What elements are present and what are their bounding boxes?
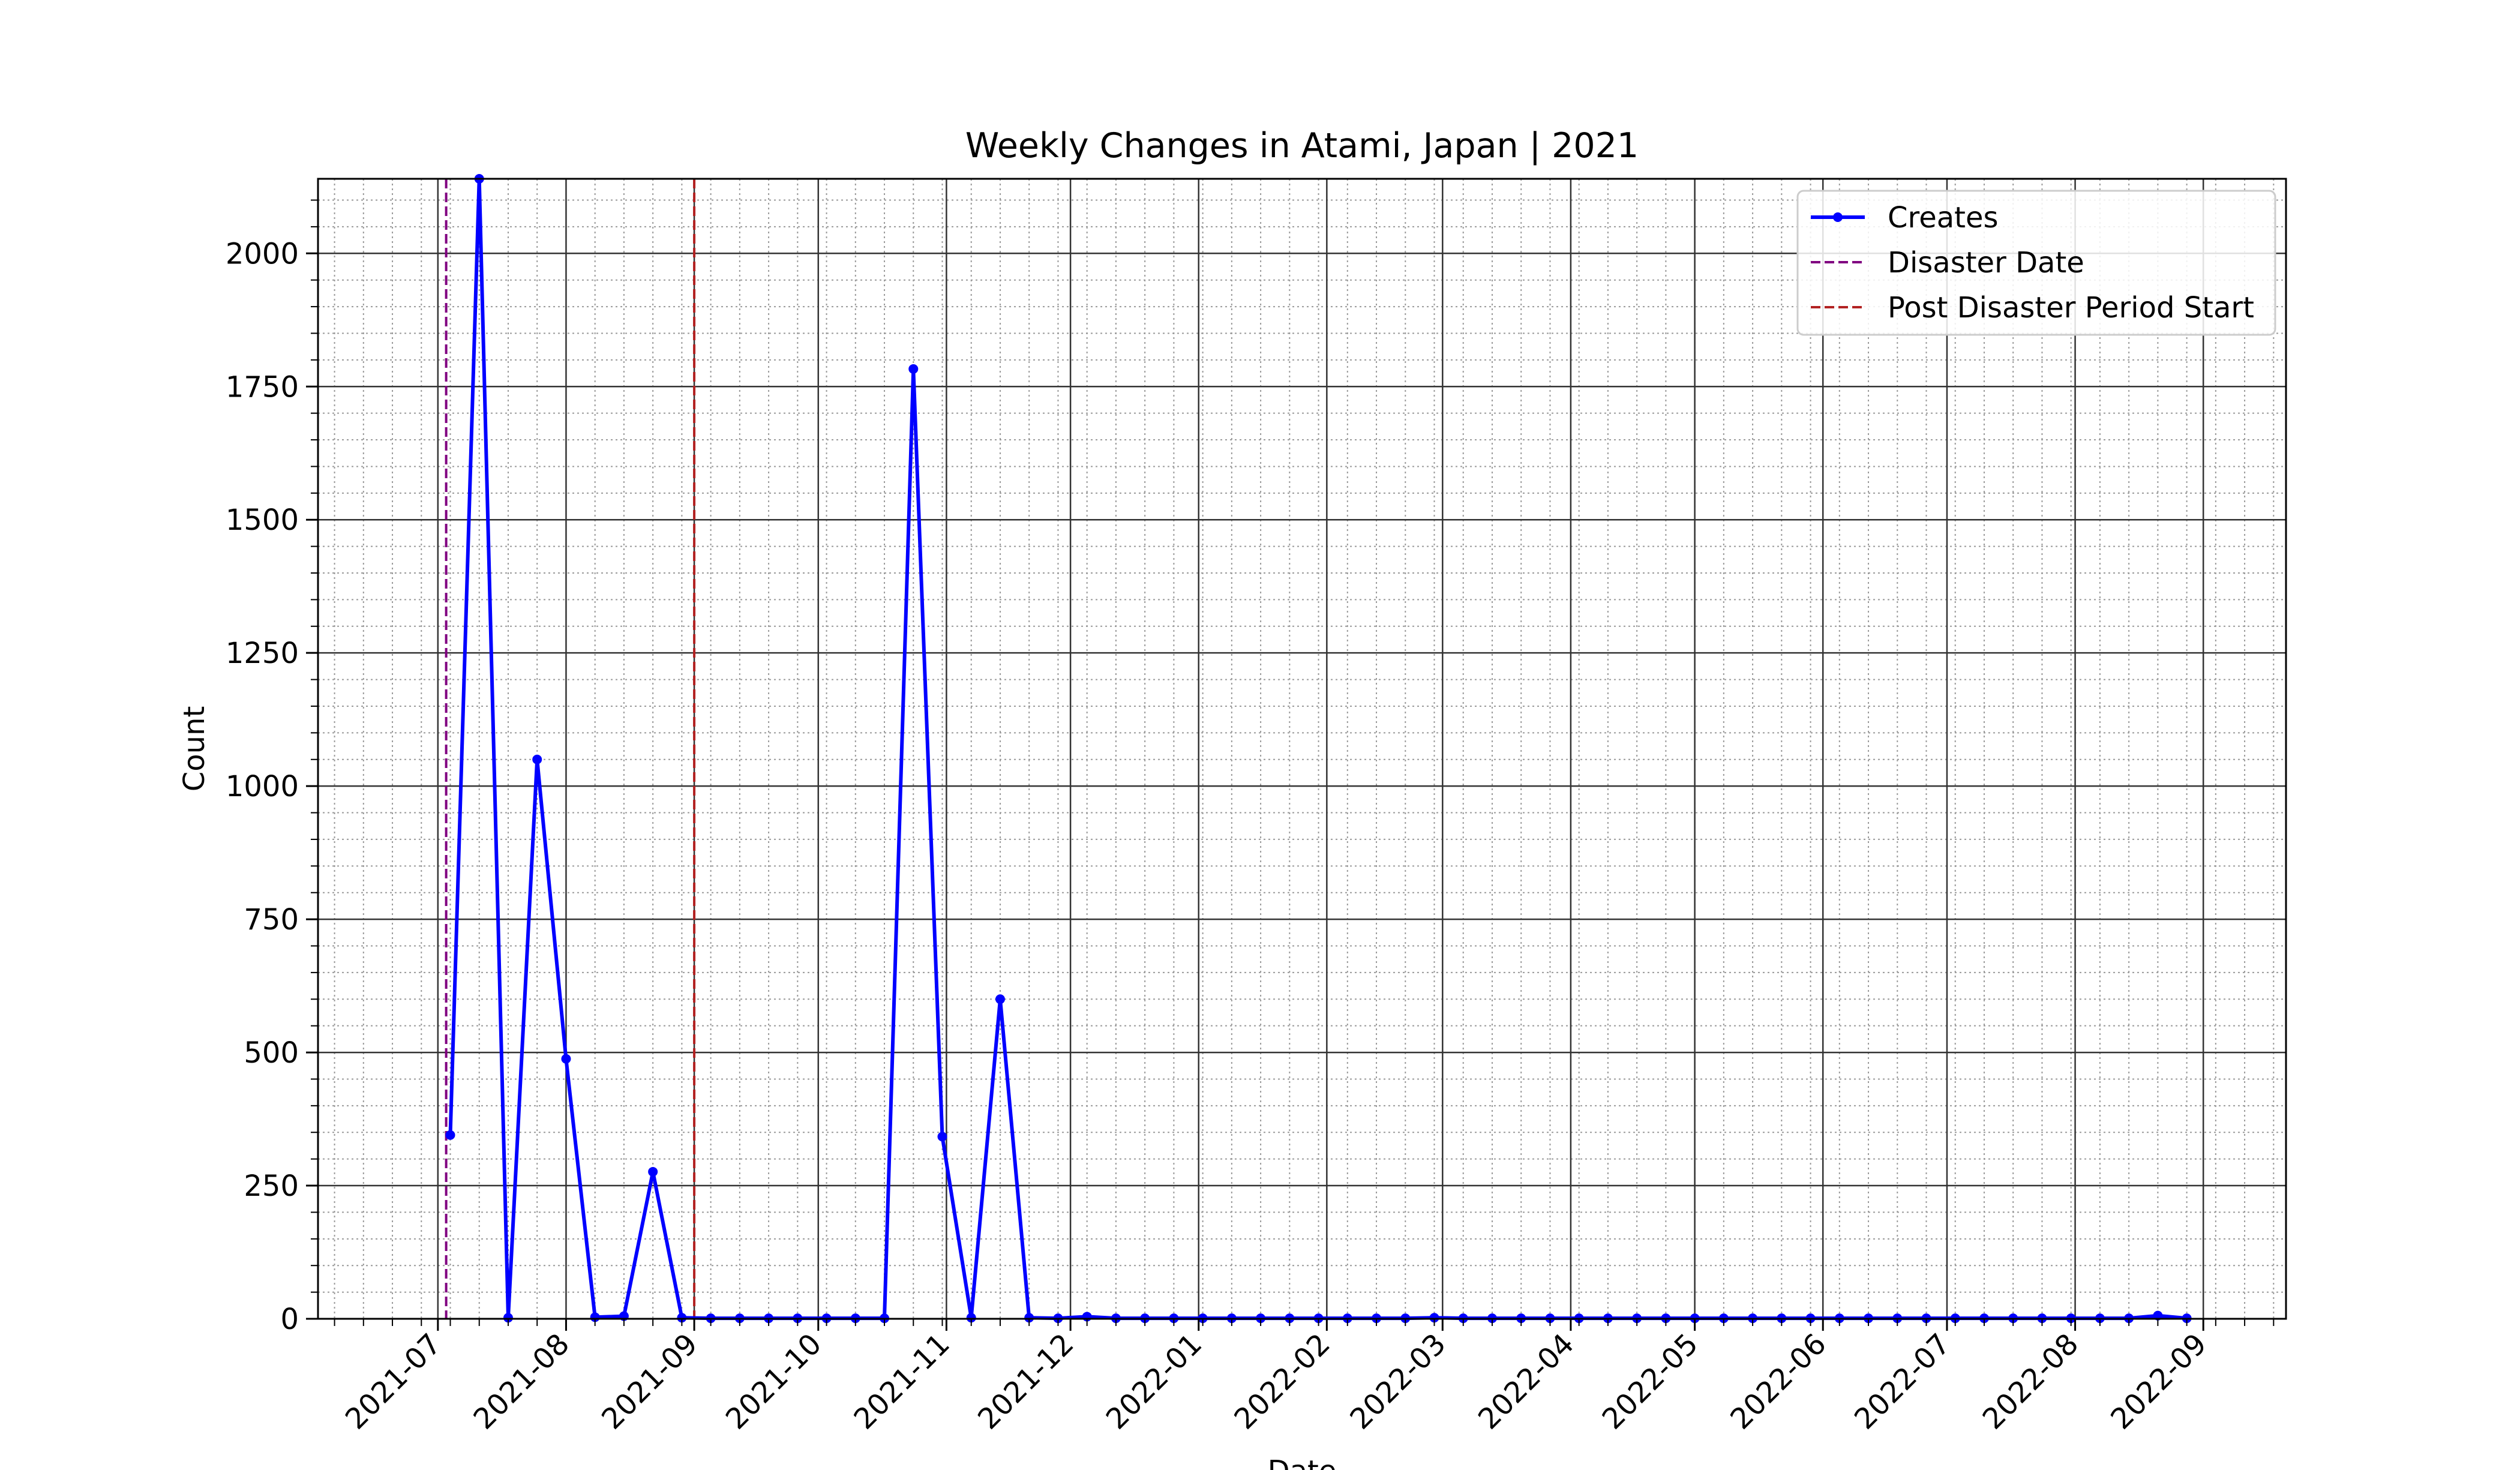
x-tick-label: 2022-01 xyxy=(1100,1327,1208,1436)
plot-frame xyxy=(317,178,2287,1320)
major-gridlines xyxy=(318,179,2286,1320)
legend-label: Disaster Date xyxy=(1888,246,2084,280)
data-point xyxy=(966,1313,976,1323)
legend-marker xyxy=(1833,212,1843,222)
x-tick-label: 2021-11 xyxy=(847,1327,956,1436)
y-tick-label: 2000 xyxy=(226,237,299,271)
minor-gridlines xyxy=(318,179,2286,1319)
legend-label: Creates xyxy=(1888,201,1999,235)
reference-lines xyxy=(445,179,696,1319)
x-tick-label: 2022-02 xyxy=(1228,1327,1336,1436)
y-tick-label: 250 xyxy=(244,1169,299,1203)
x-tick-label: 2022-04 xyxy=(1472,1327,1580,1436)
data-point xyxy=(561,1054,571,1064)
x-tick-label: 2021-12 xyxy=(971,1327,1080,1436)
data-point xyxy=(937,1132,947,1142)
x-tick-label: 2022-06 xyxy=(1724,1327,1832,1436)
data-point xyxy=(908,364,919,374)
data-point xyxy=(445,1130,455,1140)
series-layer xyxy=(445,174,2192,1324)
x-tick-label: 2021-10 xyxy=(719,1327,828,1436)
y-tick-label: 1750 xyxy=(226,370,299,404)
x-tick-label: 2021-07 xyxy=(339,1327,448,1436)
legend: Creates Disaster Date Post Disaster Period… xyxy=(1796,190,2276,336)
data-point xyxy=(995,994,1005,1004)
y-tick-label: 1000 xyxy=(226,770,299,803)
x-tick-label: 2022-08 xyxy=(1976,1327,2085,1436)
y-axis-label: Count xyxy=(178,706,211,792)
x-tick-label: 2022-05 xyxy=(1596,1327,1705,1436)
x-tick-label: 2022-09 xyxy=(2104,1327,2213,1436)
x-axis-label: Date xyxy=(1268,1454,1337,1470)
y-tick-label: 0 xyxy=(280,1303,299,1336)
x-tick-label: 2022-07 xyxy=(1848,1327,1957,1436)
data-point xyxy=(1024,1313,1034,1323)
y-tick-label: 1500 xyxy=(226,503,299,537)
data-point xyxy=(677,1313,687,1323)
chart-title: Weekly Changes in Atami, Japan | 2021 xyxy=(965,126,1639,166)
x-tick-label: 2022-03 xyxy=(1343,1327,1452,1436)
legend-box xyxy=(1796,190,2276,336)
axis-ticks xyxy=(306,199,2275,1331)
y-tick-labels: 0 250 500 750 1000 1250 1500 1750 2000 xyxy=(226,237,299,1336)
series-line-creates xyxy=(448,177,2187,1321)
x-tick-label: 2021-08 xyxy=(467,1327,576,1436)
y-tick-label: 1250 xyxy=(226,637,299,670)
data-point xyxy=(648,1166,658,1177)
x-tick-label: 2021-09 xyxy=(595,1327,704,1436)
data-point xyxy=(1429,1313,1439,1323)
data-point xyxy=(532,754,542,764)
x-tick-labels: 2021-07 2021-08 2021-09 2021-10 2021-11 2021-… xyxy=(339,1327,2213,1436)
y-tick-label: 500 xyxy=(244,1036,299,1070)
y-tick-label: 750 xyxy=(244,903,299,937)
data-point xyxy=(503,1313,513,1323)
legend-label: Post Disaster Period Start xyxy=(1888,291,2254,325)
